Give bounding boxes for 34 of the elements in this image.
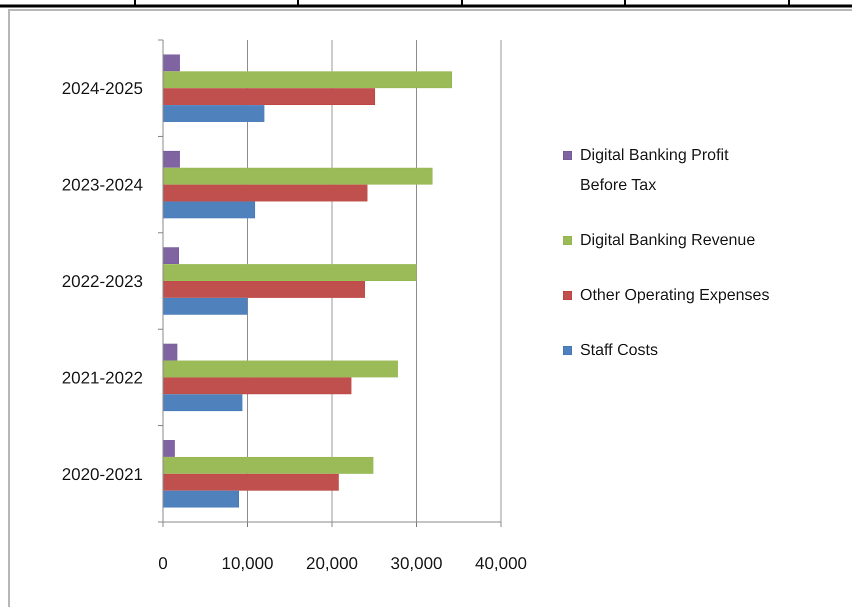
y-tick-label: 2021-2022 bbox=[62, 368, 143, 388]
x-tick-label: 20,000 bbox=[306, 554, 358, 573]
bar bbox=[163, 264, 416, 281]
bar bbox=[163, 298, 248, 315]
bar bbox=[163, 247, 180, 264]
y-tick-label: 2023-2024 bbox=[62, 176, 143, 195]
bar bbox=[163, 168, 433, 185]
legend-label: Digital Banking Revenue bbox=[580, 232, 756, 249]
bar bbox=[163, 360, 398, 378]
bar bbox=[163, 184, 368, 202]
bar bbox=[163, 474, 339, 491]
bar bbox=[163, 54, 180, 72]
bar bbox=[163, 281, 365, 298]
legend-label: Digital Banking Profit Before Tax bbox=[580, 147, 730, 194]
bar bbox=[163, 394, 242, 412]
y-tick-label: 2020-2021 bbox=[62, 464, 143, 484]
x-tick-label: 30,000 bbox=[390, 554, 442, 573]
legend-label: Other Operating Expenses bbox=[580, 287, 770, 304]
bar bbox=[163, 440, 175, 457]
y-tick-label: 2024-2025 bbox=[62, 79, 143, 98]
bar bbox=[163, 150, 180, 168]
bar bbox=[163, 88, 376, 106]
bar bbox=[163, 377, 352, 394]
bar bbox=[163, 490, 240, 508]
bar bbox=[163, 344, 178, 361]
x-tick-label: 0 bbox=[158, 554, 168, 573]
legend-label: Staff Costs bbox=[580, 342, 658, 359]
bar bbox=[163, 456, 374, 474]
bar bbox=[163, 105, 264, 122]
x-tick-label: 10,000 bbox=[222, 554, 274, 573]
y-tick-label: 2022-2023 bbox=[62, 272, 143, 291]
x-tick-label: 40,000 bbox=[475, 554, 527, 573]
bar bbox=[163, 71, 452, 88]
bar bbox=[163, 201, 256, 218]
